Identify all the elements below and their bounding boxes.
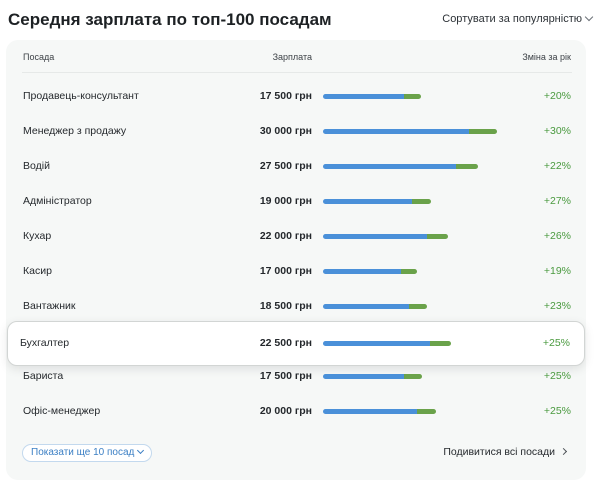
- chevron-down-icon: [137, 446, 145, 455]
- salary-bar-base: [323, 234, 428, 239]
- salary-bar: [323, 199, 432, 204]
- page-title: Середня зарплата по топ-100 посадам: [8, 10, 332, 29]
- table-row[interactable]: Кухар 22 000 грн +26%: [0, 218, 600, 254]
- table-row[interactable]: Бухгалтер 22 500 грн +25%: [7, 321, 585, 366]
- position-name: Адміністратор: [23, 195, 92, 207]
- chevron-down-icon: [584, 12, 594, 22]
- salary-bar-growth: [456, 164, 478, 169]
- position-name: Бухгалтер: [20, 337, 70, 349]
- change-value: +19%: [543, 265, 571, 277]
- change-value: +26%: [543, 230, 571, 242]
- table-row[interactable]: Вантажник 18 500 грн +23%: [0, 288, 600, 324]
- salary-value: 27 500 грн: [259, 160, 312, 172]
- change-value: +25%: [543, 405, 571, 417]
- table-row[interactable]: Менеджер з продажу 30 000 грн +30%: [0, 113, 600, 149]
- salary-bar-base: [323, 199, 412, 204]
- salary-value: 22 500 грн: [259, 337, 312, 349]
- salary-bar: [323, 409, 437, 414]
- change-value: +25%: [543, 370, 571, 382]
- salary-bar: [323, 269, 418, 274]
- sort-dropdown[interactable]: Сортувати за популярністю: [442, 12, 594, 25]
- salary-bar-growth: [417, 409, 437, 414]
- position-name: Продавець-консультант: [23, 90, 139, 102]
- salary-bar: [323, 234, 449, 239]
- table-row[interactable]: Продавець-консультант 17 500 грн +20%: [0, 78, 600, 114]
- table-row[interactable]: Адміністратор 19 000 грн +27%: [0, 183, 600, 219]
- salary-value: 17 500 грн: [259, 370, 312, 382]
- salary-bar-base: [323, 129, 469, 134]
- position-name: Вантажник: [23, 300, 76, 312]
- salary-card: [6, 40, 586, 480]
- salary-bar-growth: [411, 199, 432, 204]
- salary-value: 19 000 грн: [259, 195, 312, 207]
- salary-bar-growth: [401, 269, 418, 274]
- position-name: Бариста: [23, 370, 64, 382]
- column-header-position: Посада: [23, 52, 55, 62]
- change-value: +30%: [543, 125, 571, 137]
- salary-value: 18 500 грн: [259, 300, 312, 312]
- salary-bar: [323, 341, 451, 346]
- chevron-right-icon: [559, 447, 568, 456]
- change-value: +25%: [542, 337, 570, 349]
- salary-bar-base: [323, 341, 430, 346]
- salary-bar-base: [323, 409, 417, 414]
- change-value: +22%: [543, 160, 571, 172]
- view-all-link[interactable]: Подивитися всі посади: [443, 446, 568, 458]
- salary-bar-growth: [409, 304, 428, 309]
- position-name: Касир: [23, 265, 52, 277]
- change-value: +20%: [543, 90, 571, 102]
- show-more-label: Показати ще 10 посад: [31, 447, 135, 458]
- salary-bar-growth: [469, 129, 497, 134]
- view-all-label: Подивитися всі посади: [443, 446, 555, 458]
- salary-value: 17 500 грн: [259, 90, 312, 102]
- table-row[interactable]: Офіс-менеджер 20 000 грн +25%: [0, 393, 600, 429]
- salary-bar: [323, 164, 478, 169]
- change-value: +27%: [543, 195, 571, 207]
- salary-bar-base: [323, 269, 402, 274]
- position-name: Водій: [23, 160, 50, 172]
- salary-bar-base: [323, 304, 410, 309]
- salary-value: 20 000 грн: [259, 405, 312, 417]
- column-header-change: Зміна за рік: [522, 52, 571, 62]
- salary-value: 30 000 грн: [259, 125, 312, 137]
- salary-value: 22 000 грн: [259, 230, 312, 242]
- change-value: +23%: [543, 300, 571, 312]
- show-more-button[interactable]: Показати ще 10 посад: [22, 444, 153, 462]
- table-row[interactable]: Бариста 17 500 грн +25%: [0, 358, 600, 394]
- salary-bar: [323, 94, 421, 99]
- page-header: Середня зарплата по топ-100 посадам Сорт…: [8, 10, 594, 32]
- position-name: Офіс-менеджер: [23, 405, 101, 417]
- salary-bar-growth: [430, 341, 451, 346]
- sort-label: Сортувати за популярністю: [442, 13, 582, 25]
- table-row[interactable]: Касир 17 000 грн +19%: [0, 253, 600, 289]
- salary-bar: [323, 304, 428, 309]
- salary-bar-base: [323, 374, 404, 379]
- salary-bar-growth: [404, 374, 423, 379]
- position-name: Кухар: [23, 230, 52, 242]
- salary-bar-growth: [404, 94, 421, 99]
- salary-bar: [323, 129, 497, 134]
- column-header-salary: Зарплата: [272, 52, 312, 62]
- salary-bar-base: [323, 94, 404, 99]
- salary-bar-growth: [427, 234, 449, 239]
- salary-value: 17 000 грн: [259, 265, 312, 277]
- position-name: Менеджер з продажу: [23, 125, 127, 137]
- salary-bar-base: [323, 164, 456, 169]
- header-divider: [22, 72, 572, 73]
- table-row[interactable]: Водій 27 500 грн +22%: [0, 148, 600, 184]
- salary-bar: [323, 374, 423, 379]
